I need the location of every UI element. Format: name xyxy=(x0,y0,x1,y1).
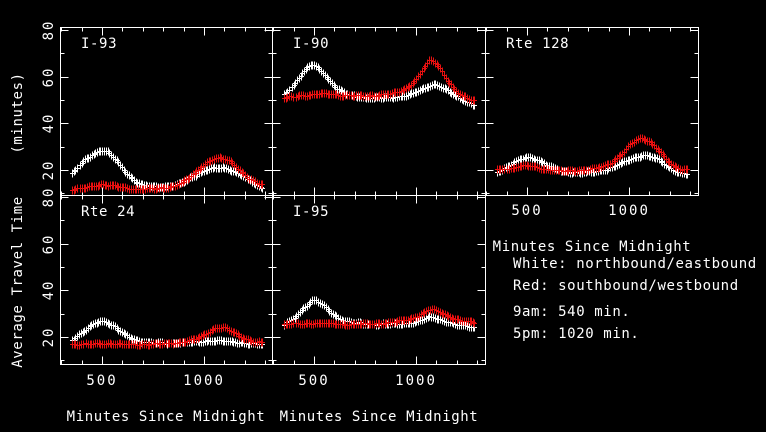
legend-line-5pm: 5pm: 1020 min. xyxy=(513,326,640,342)
series-red-markers xyxy=(495,134,690,176)
panel-title-I-93: I-93 xyxy=(81,36,118,52)
x-tick-label-1000-col2: 1000 xyxy=(608,203,650,219)
series-white-markers xyxy=(282,61,477,110)
y-tick-label-20-row0: 20 xyxy=(41,159,57,181)
panel-title-Rte 24: Rte 24 xyxy=(81,204,136,220)
axis-ticks xyxy=(272,195,486,365)
x-axis-label-col1: Minutes Since Midnight xyxy=(66,409,266,425)
y-tick-label-80-row1: 80 xyxy=(41,186,57,208)
y-axis-label-title: Average Travel Time xyxy=(10,196,26,368)
panel-border xyxy=(272,195,486,365)
y-tick-label-60-row1: 60 xyxy=(41,233,57,255)
legend-line-red: Red: southbound/westbound xyxy=(513,278,739,294)
panel-title-Rte 128: Rte 128 xyxy=(506,36,570,52)
series-red-markers xyxy=(282,305,477,330)
panel-I-90 xyxy=(272,27,486,196)
x-tick-label-500-col2: 500 xyxy=(511,203,543,219)
x-tick-label-1000-col0: 1000 xyxy=(183,373,225,389)
axis-ticks xyxy=(60,27,273,196)
panel-Rte 128 xyxy=(485,27,699,196)
x-tick-label-1000-col1: 1000 xyxy=(395,373,437,389)
y-tick-label-60-row0: 60 xyxy=(41,66,57,88)
panel-Rte 24 xyxy=(60,195,273,365)
legend-line-9am: 9am: 540 min. xyxy=(513,304,631,320)
panel-border xyxy=(485,27,699,196)
series-red-markers xyxy=(70,323,265,350)
x-tick-label-500-col0: 500 xyxy=(86,373,118,389)
panel-I-95 xyxy=(272,195,486,365)
legend: White: northbound/eastbound Red: southbo… xyxy=(513,257,763,347)
axis-ticks xyxy=(485,27,699,196)
x-tick-label-500-col1: 500 xyxy=(298,373,330,389)
panel-title-I-95: I-95 xyxy=(293,204,330,220)
series-red-markers xyxy=(70,153,265,195)
legend-line-white: White: northbound/eastbound xyxy=(513,256,757,272)
x-axis-label-col3: Minutes Since Midnight xyxy=(492,239,692,255)
axis-ticks xyxy=(272,27,486,196)
series-red-markers xyxy=(282,56,477,105)
x-axis-label-col2: Minutes Since Midnight xyxy=(279,409,479,425)
panel-border xyxy=(272,27,486,196)
y-tick-label-80-row0: 80 xyxy=(41,19,57,41)
y-axis-label-units: (minutes) xyxy=(10,72,26,154)
axis-ticks xyxy=(60,195,273,365)
panel-border xyxy=(60,195,273,365)
y-tick-label-40-row1: 40 xyxy=(41,279,57,301)
panel-title-I-90: I-90 xyxy=(293,36,330,52)
y-tick-label-20-row1: 20 xyxy=(41,326,57,348)
y-tick-label-40-row0: 40 xyxy=(41,112,57,134)
panel-I-93 xyxy=(60,27,273,196)
